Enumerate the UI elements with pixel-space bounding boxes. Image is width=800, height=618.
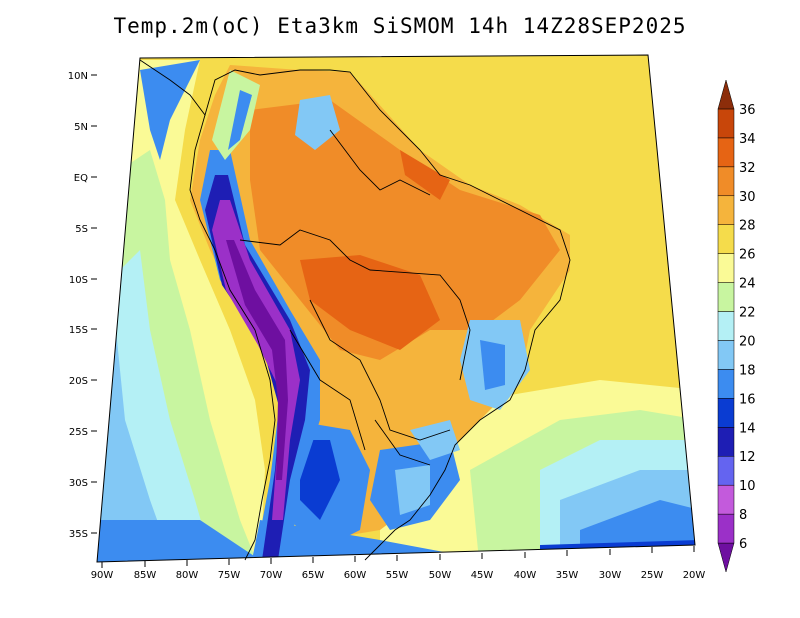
- lon-tick-label: 85W: [134, 570, 157, 581]
- lon-tick: 45W: [471, 553, 494, 581]
- lon-tick: 55W: [386, 555, 409, 581]
- lat-tick: EQ: [74, 173, 97, 184]
- colorbar-label: 22: [739, 306, 756, 321]
- lat-tick: 25S: [69, 427, 97, 438]
- lon-tick: 80W: [176, 560, 199, 581]
- colorbar-swatch: [717, 166, 735, 197]
- lon-tick: 25W: [641, 547, 664, 581]
- colorbar-swatch: [717, 455, 735, 486]
- lat-tick-label: EQ: [74, 173, 88, 184]
- lon-tick-label: 55W: [386, 570, 409, 581]
- lat-tick-label: 5N: [74, 122, 88, 133]
- lon-tick: 30W: [599, 549, 622, 581]
- colorbar-label: 24: [739, 277, 756, 292]
- lat-tick: 5N: [74, 122, 97, 133]
- lat-tick-label: 30S: [69, 478, 88, 489]
- colorbar-label: 6: [739, 537, 747, 552]
- colorbar-label: 8: [739, 508, 747, 523]
- colorbar-label: 12: [739, 450, 756, 465]
- colorbar-label: 16: [739, 392, 756, 407]
- colorbar-label: 14: [739, 421, 756, 436]
- colorbar-swatch: [717, 427, 735, 457]
- colorbar-swatch: [717, 484, 735, 515]
- lat-tick: 20S: [69, 376, 97, 387]
- lon-tick: 75W: [218, 559, 241, 581]
- colorbar-swatch: [717, 79, 735, 110]
- country-borders: [139, 59, 571, 561]
- colorbar: 6 8 10 12 14 16 18 20 22 24 26 28 30 32 34 36: [717, 79, 756, 573]
- lat-tick-label: 10S: [69, 275, 88, 286]
- lon-tick: 35W: [556, 550, 579, 581]
- colorbar-swatch: [717, 513, 735, 544]
- lon-tick-label: 45W: [471, 570, 494, 581]
- lon-tick-label: 40W: [514, 570, 537, 581]
- lon-tick-label: 65W: [302, 570, 325, 581]
- lon-tick-label: 60W: [344, 570, 367, 581]
- colorbar-swatch: [717, 398, 735, 428]
- lat-tick-label: 5S: [75, 224, 88, 235]
- colorbar-swatch: [717, 195, 735, 225]
- colorbar-swatch: [717, 253, 735, 283]
- lon-tick: 60W: [344, 556, 367, 581]
- lon-tick: 85W: [134, 561, 157, 581]
- colorbar-label: 18: [739, 363, 756, 378]
- colorbar-label: 36: [739, 103, 756, 118]
- colorbar-label: 10: [739, 479, 756, 494]
- lon-tick: 70W: [260, 558, 283, 581]
- map-title: Temp.2m(oC) Eta3km SiSMOM 14h 14Z28SEP20…: [113, 14, 687, 38]
- lat-tick: 15S: [69, 325, 97, 336]
- lat-tick: 35S: [69, 529, 97, 540]
- lat-ticks: 10N 5N EQ 5S 10S 15S 20S 25S 30S 35S: [68, 71, 97, 540]
- lon-tick-label: 20W: [683, 570, 706, 581]
- lon-tick-label: 50W: [429, 570, 452, 581]
- map-fields: [97, 55, 695, 562]
- lat-tick-label: 10N: [68, 71, 88, 82]
- colorbar-swatch: [717, 224, 735, 254]
- lon-tick: 90W: [91, 562, 114, 581]
- lon-tick: 40W: [514, 552, 537, 581]
- lon-ticks: 90W 85W 80W 75W 70W 65W 60W 55W 50W 45W …: [91, 546, 706, 581]
- map-frame: [96, 54, 696, 563]
- lon-tick: 20W: [683, 546, 706, 581]
- lon-tick-label: 30W: [599, 570, 622, 581]
- lon-tick-label: 90W: [91, 570, 114, 581]
- lon-tick-label: 25W: [641, 570, 664, 581]
- colorbar-swatch: [717, 369, 735, 399]
- colorbar-swatch: [717, 282, 735, 312]
- lon-tick: 50W: [429, 554, 452, 581]
- lon-tick-label: 70W: [260, 570, 283, 581]
- colorbar-label: 32: [739, 161, 756, 176]
- lat-tick: 30S: [69, 478, 97, 489]
- colorbar-label: 30: [739, 190, 756, 205]
- lat-tick-label: 25S: [69, 427, 88, 438]
- colorbar-label: 26: [739, 248, 756, 263]
- lat-tick-label: 35S: [69, 529, 88, 540]
- lon-tick-label: 35W: [556, 570, 579, 581]
- colorbar-swatch: [717, 137, 735, 168]
- lat-tick-label: 20S: [69, 376, 88, 387]
- lon-tick-label: 75W: [218, 570, 241, 581]
- colorbar-label: 28: [739, 219, 756, 234]
- lat-tick: 5S: [75, 224, 97, 235]
- colorbar-swatch: [717, 542, 735, 573]
- lon-tick: 65W: [302, 557, 325, 581]
- lat-tick: 10N: [68, 71, 97, 82]
- colorbar-swatch: [717, 311, 735, 341]
- colorbar-label: 20: [739, 334, 756, 349]
- colorbar-swatch: [717, 340, 735, 370]
- colorbar-label: 34: [739, 132, 756, 147]
- lat-tick-label: 15S: [69, 325, 88, 336]
- lat-tick: 10S: [69, 275, 97, 286]
- colorbar-swatch: [717, 108, 735, 139]
- lon-tick-label: 80W: [176, 570, 199, 581]
